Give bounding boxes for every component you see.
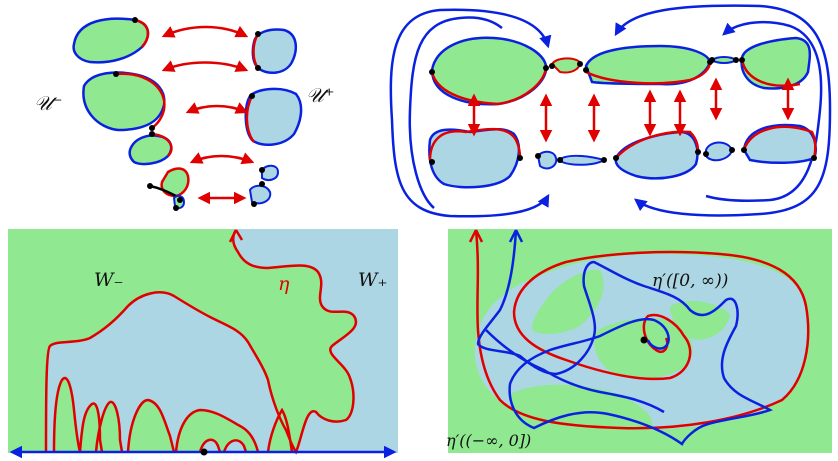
outer-loop-right [614, 4, 832, 217]
label-u-plus: 𝒰⁺ [306, 83, 335, 107]
red-arrow-1 [161, 25, 249, 38]
outer-loop-mid [408, 16, 503, 209]
tr-green-1 [430, 36, 548, 106]
label-w-minus: W₋ [94, 269, 124, 291]
label-w-plus: W₊ [358, 269, 388, 291]
tr-blue-2 [536, 150, 558, 170]
label-u-minus: 𝒰⁻ [34, 91, 63, 115]
panel-bottom-left: W₋ η W₊ [8, 229, 398, 459]
panel-bottom-right: η′([0, ∞)) η′((−∞, 0]) [446, 229, 832, 453]
tr-blue-5 [705, 141, 734, 162]
red-arrow-4 [189, 152, 255, 165]
blob-blue-4 [248, 184, 272, 205]
label-eta: η [278, 273, 290, 295]
blob-green-3 [128, 134, 173, 166]
eta-prime-red [474, 229, 810, 430]
label-eta-prime-future: η′([0, ∞)) [652, 271, 728, 291]
inner-loop-right [705, 21, 823, 203]
tr-blue-4 [614, 130, 699, 180]
panel-top-left: 𝒰⁻ 𝒰⁺ [34, 17, 335, 211]
tr-blue-1 [428, 128, 521, 189]
tr-blue-3 [561, 154, 607, 166]
red-arrow-3 [185, 102, 249, 114]
red-arrow-2 [161, 60, 249, 72]
label-eta-prime-past: η′((−∞, 0]) [446, 431, 531, 450]
tr-green-4 [710, 56, 738, 64]
tr-green-2 [550, 57, 582, 74]
outer-loop-left [389, 8, 552, 218]
eta-curve [44, 229, 358, 455]
blob-green-1 [72, 17, 150, 64]
tr-green-5 [740, 36, 812, 90]
panel-top-right [389, 4, 832, 218]
blob-blue-3 [261, 164, 280, 181]
